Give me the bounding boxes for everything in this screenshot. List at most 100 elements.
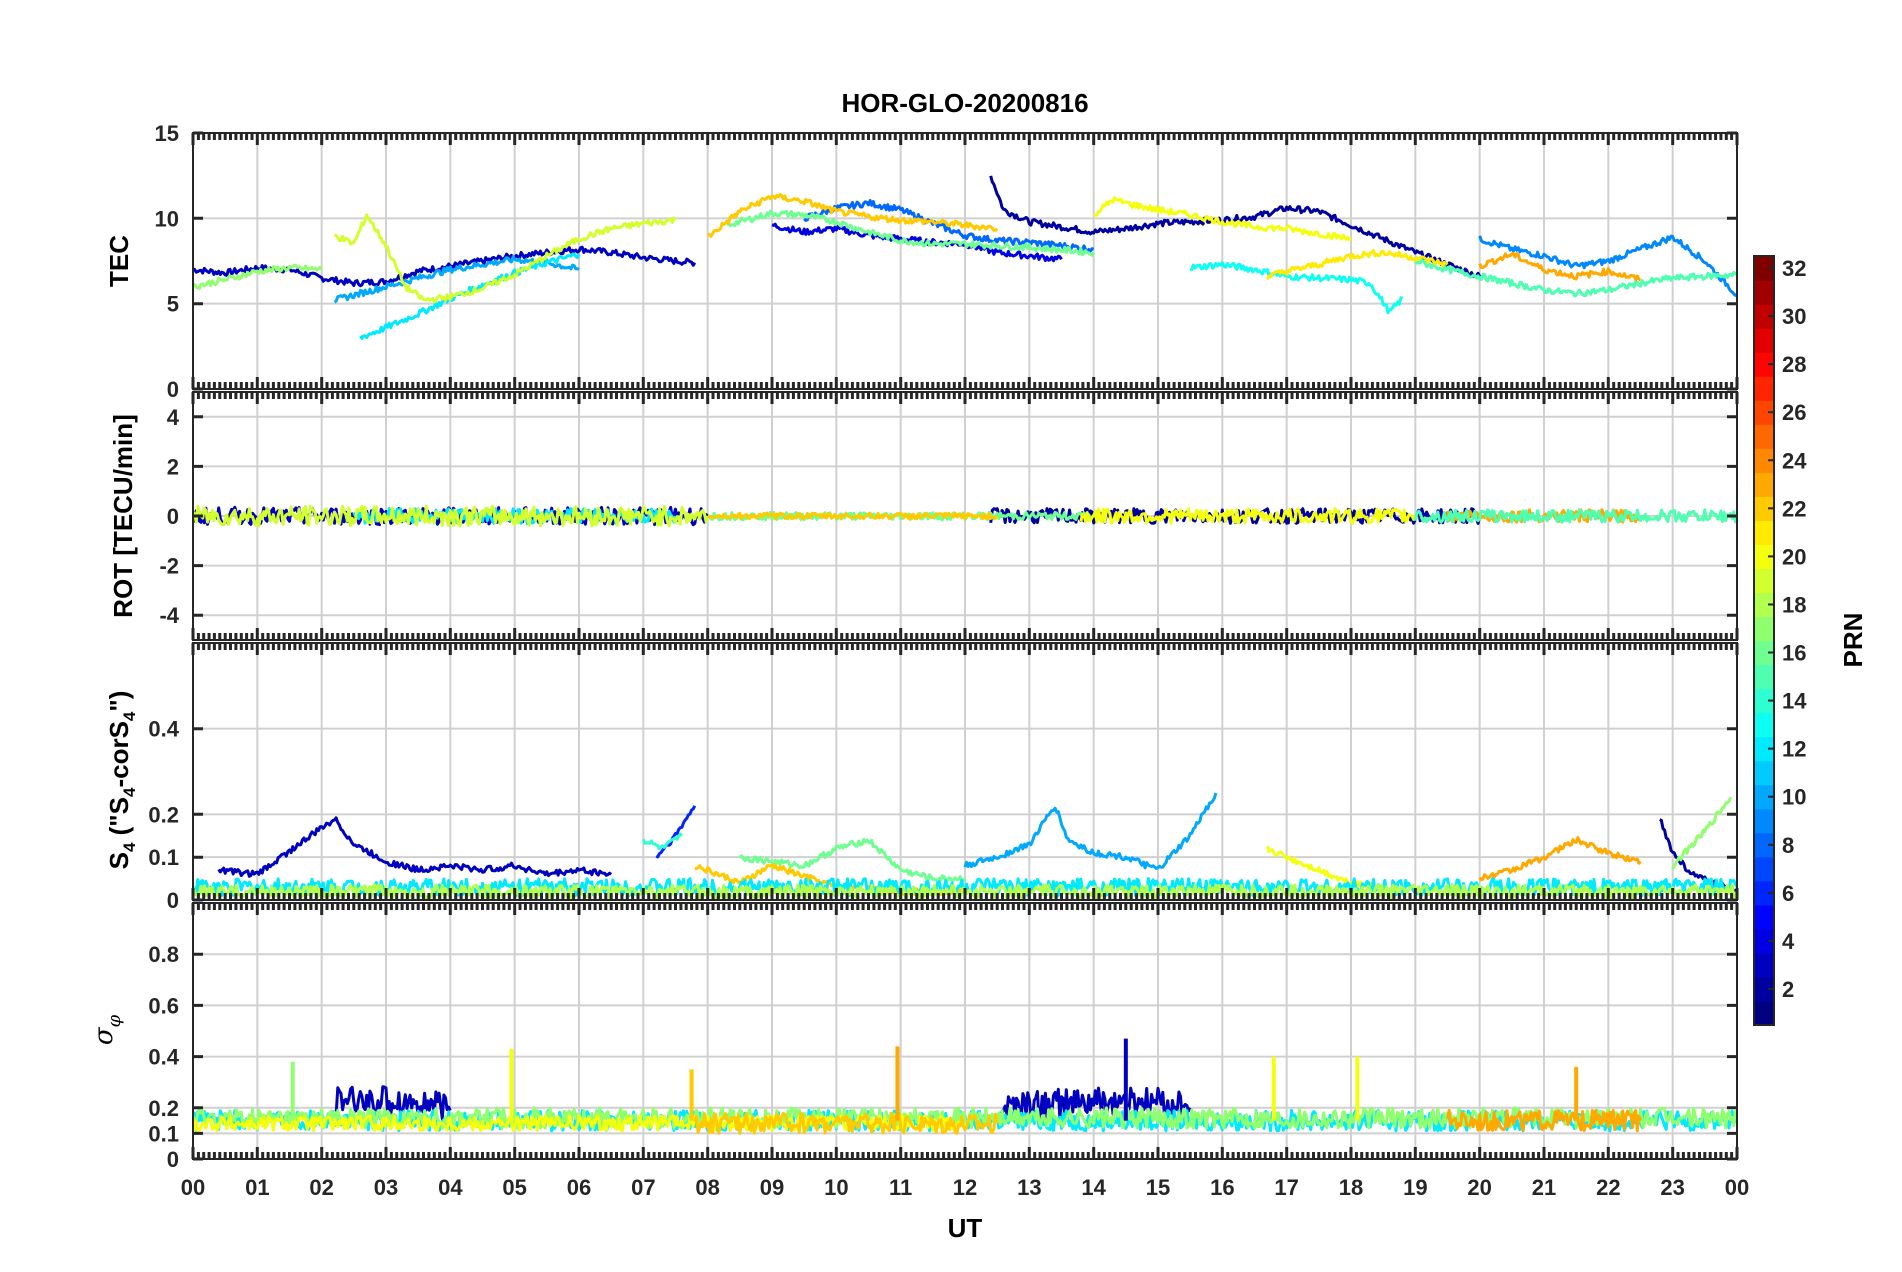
colorbar-swatch: [1754, 256, 1774, 281]
colorbar-swatch: [1754, 904, 1774, 930]
series-prn-2: [989, 175, 1482, 278]
colorbar-swatch: [1754, 616, 1774, 642]
colorbar-tick-label: 30: [1782, 304, 1806, 329]
y-tick-label: 0.4: [148, 717, 179, 742]
series-prn-14: [641, 832, 683, 851]
colorbar-swatch: [1754, 976, 1774, 1002]
series-prn-10: [963, 792, 1218, 870]
series-prn-15: [1414, 258, 1737, 298]
colorbar-swatch: [1754, 712, 1774, 738]
colorbar-label: PRN: [1838, 613, 1868, 668]
series-prn-19: [193, 504, 710, 528]
series-prn-21: [1266, 249, 1449, 280]
x-axis-label: UT: [948, 1213, 983, 1243]
x-tick-label: 17: [1274, 1175, 1298, 1200]
colorbar-swatch: [1754, 472, 1774, 497]
label-subscript: 4: [120, 787, 139, 797]
series-prn-13: [1189, 261, 1404, 315]
x-tick-label: 23: [1660, 1175, 1684, 1200]
series-prn-17: [1671, 796, 1732, 870]
axis-ticks: [191, 131, 1739, 391]
y-tick-label: 0.2: [148, 802, 179, 827]
x-tick-label: 22: [1596, 1175, 1620, 1200]
colorbar-swatch: [1754, 592, 1774, 618]
panel-tec: 0 5 10 15: [155, 121, 1739, 402]
colorbar-tick-label: 32: [1782, 256, 1806, 281]
y-tick-label: 0.1: [148, 845, 179, 870]
chart-title: HOR-GLO-20200816: [841, 88, 1088, 118]
series-group: [193, 175, 1737, 340]
series-prn-23: [1478, 836, 1642, 882]
colorbar-tick-label: 10: [1782, 785, 1806, 810]
series-prn-22: [707, 193, 999, 238]
series-prn-2: [1659, 818, 1737, 894]
x-tick-label: 16: [1210, 1175, 1234, 1200]
x-tick-label: 18: [1339, 1175, 1363, 1200]
x-tick-label: 21: [1532, 1175, 1556, 1200]
label-text: σ: [89, 1026, 119, 1045]
colorbar-tick-label: 26: [1782, 400, 1806, 425]
colorbar-swatch: [1754, 928, 1774, 954]
x-tick-label: 02: [309, 1175, 333, 1200]
x-tick-label: 11: [889, 1175, 912, 1200]
colorbar-tick-label: 18: [1782, 592, 1806, 617]
series-prn-20: [1093, 196, 1352, 242]
series-prn-16: [738, 837, 967, 883]
colorbar-tick-label: 8: [1782, 833, 1794, 858]
colorbar-swatch: [1754, 760, 1774, 786]
label-text: S: [104, 852, 134, 869]
colorbar-swatch: [1754, 832, 1774, 858]
series-prn-23: [1446, 1108, 1642, 1133]
label-text: -corS: [104, 721, 134, 787]
x-tick-label: 03: [374, 1175, 398, 1200]
x-tick-label: 20: [1467, 1175, 1491, 1200]
label-subscript: 4: [120, 842, 139, 852]
axis-ticks: [191, 903, 1739, 1161]
y-tick-label: 5: [167, 292, 179, 317]
colorbar-swatch: [1754, 376, 1774, 401]
colorbar-swatch: [1754, 880, 1774, 906]
panel-rot: -4 -2 0 2 4: [159, 391, 1739, 641]
colorbar-tick-label: 6: [1782, 881, 1794, 906]
x-tick-label: 13: [1017, 1175, 1041, 1200]
axis-ticks: [191, 392, 1739, 640]
series-prn-16: [725, 209, 1095, 257]
colorbar-tick-label: 12: [1782, 737, 1806, 762]
label-subscript: 4: [120, 711, 139, 721]
series-prn-15: [1413, 508, 1737, 524]
y-tick-label: 0: [167, 888, 179, 913]
colorbar-swatch: [1754, 784, 1774, 810]
y-axis-label-tec: TEC: [104, 235, 134, 287]
y-tick-label: 2: [167, 454, 179, 479]
colorbar-frame: [1753, 255, 1775, 1026]
series-prn-22: [707, 511, 999, 521]
x-tick-label: 10: [824, 1175, 848, 1200]
series-prn-8: [803, 199, 1095, 253]
colorbar-swatch: [1754, 448, 1774, 473]
y-tick-label: 0.2: [148, 1096, 179, 1121]
colorbar-swatch: [1754, 664, 1774, 690]
series-prn-19: [334, 213, 677, 304]
colorbar-swatch: [1754, 640, 1774, 666]
x-tick-label: 05: [502, 1175, 526, 1200]
series-prn-9: [1478, 234, 1737, 297]
panels: 051015-4-202400.10.20.400.10.20.40.60.8T…: [89, 121, 1749, 1200]
colorbar-tick-label: 2: [1782, 977, 1794, 1002]
series-prn-3: [995, 1086, 1192, 1122]
x-tick-label: 19: [1403, 1175, 1427, 1200]
series-prn-12: [359, 252, 581, 340]
colorbar-swatch: [1754, 568, 1774, 594]
x-tick-label: 04: [438, 1175, 463, 1200]
y-tick-label: 0: [167, 1147, 179, 1172]
y-tick-label: 15: [155, 121, 179, 146]
series-prn-3: [333, 1085, 452, 1121]
colorbar-swatch: [1754, 424, 1774, 449]
colorbar-tick-label: 24: [1782, 448, 1807, 473]
y-axis-label-rot: ROT [TECU/min]: [108, 414, 138, 618]
colorbar-tick-label: 16: [1782, 641, 1806, 666]
y-tick-label: 0.1: [148, 1121, 179, 1146]
colorbar-swatch: [1754, 1000, 1774, 1026]
x-tick-label: 09: [760, 1175, 784, 1200]
